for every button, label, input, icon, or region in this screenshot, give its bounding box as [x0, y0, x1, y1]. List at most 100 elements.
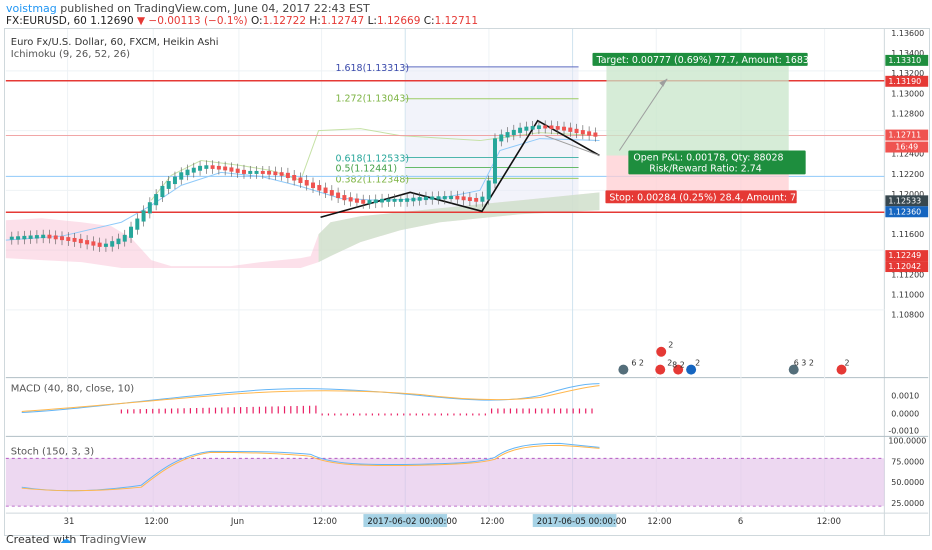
chart-canvas[interactable]: 1.618(1.13313) 1.272(1.13043) 0.618(1.12… [4, 28, 930, 536]
signal-line [21, 385, 600, 412]
candle-body [241, 169, 246, 174]
candle-body [198, 165, 203, 171]
candle-body [135, 218, 140, 230]
price-tags: 1.13310 1.13190 1.12711 16:49 1.12533 1.… [885, 54, 929, 273]
economic-events[interactable]: 6 2 2 2 8 2 2 6 3 2 2 [618, 341, 850, 375]
candle-body [28, 235, 33, 239]
candle-body [304, 180, 309, 186]
event-flag-icon[interactable] [686, 364, 697, 375]
tradingview-brand[interactable]: TradingView [80, 533, 147, 546]
candle-body [524, 126, 529, 131]
macd-axis[interactable]: 0.0010 0.0000 -0.0010 [888, 392, 919, 436]
price-tick: 1.10800 [891, 311, 924, 320]
stop-badge[interactable] [605, 190, 797, 204]
candle-body [499, 134, 504, 142]
candle-body [436, 196, 441, 200]
time-tick: 12:00 [647, 516, 671, 526]
event-flag-icon[interactable] [788, 364, 799, 375]
macd-legend[interactable]: MACD (40, 80, close, 10) [11, 384, 134, 395]
time-tick: 6 [738, 516, 743, 526]
event-count: 8 2 [672, 361, 685, 370]
symbol-label[interactable]: FX:EURUSD, 60 [6, 15, 87, 27]
candle-body [580, 130, 585, 135]
stoch-tick: 75.0000 [891, 457, 924, 466]
target-badge[interactable] [592, 52, 808, 66]
candle-body [141, 210, 146, 222]
ichimoku-legend[interactable]: Ichimoku (9, 26, 52, 26) [11, 49, 130, 60]
tradingview-logo-icon[interactable]: ☁ [60, 533, 71, 546]
price-tag: 1.12249 [888, 251, 921, 260]
event-flag-icon[interactable] [656, 346, 667, 357]
price-tick: 1.11200 [891, 270, 924, 279]
candle-body [298, 177, 303, 184]
price-tag: 1.13190 [888, 77, 921, 86]
event-count: 2 [668, 341, 673, 350]
candle-body [411, 197, 416, 202]
target-zone[interactable] [606, 55, 789, 156]
fib-levels[interactable] [405, 66, 579, 179]
candle-body [505, 132, 510, 138]
candle-body [386, 198, 391, 202]
event-flag-icon[interactable] [655, 364, 666, 375]
event-count: 2 [695, 359, 700, 368]
candle-body [329, 190, 334, 196]
candle-body [72, 237, 77, 242]
price-tick: 1.13400 [891, 49, 924, 58]
time-axis[interactable]: 31 12:00 Jun 12:00 12:00 12:00 6 12:00 2… [64, 514, 841, 528]
stoch-tick: 100.0000 [888, 436, 926, 445]
stoch-legend[interactable]: Stoch (150, 3, 3) [11, 446, 94, 457]
candle-body [361, 199, 366, 204]
candle-body [267, 170, 272, 175]
candle-body [285, 172, 290, 178]
dotted-projection[interactable] [544, 135, 600, 156]
candle-body [474, 197, 479, 202]
pnl-badge[interactable] [628, 150, 806, 175]
candle-body [367, 200, 372, 204]
candle-body [210, 165, 215, 169]
candle-body [380, 198, 385, 203]
stoch-d-line [21, 444, 600, 492]
price-tag: 1.12042 [888, 262, 921, 271]
time-tick: 12:00 [817, 516, 841, 526]
candle-body [147, 202, 152, 214]
candle-body [461, 196, 466, 201]
symbol-legend[interactable]: Euro Fx/U.S. Dollar, 60, FXCM, Heikin As… [11, 37, 219, 48]
candle-body [66, 237, 71, 241]
close2-value: 1.12711 [434, 15, 479, 27]
high-value: 1.12747 [320, 15, 365, 27]
time-tick: 12:00 [144, 516, 168, 526]
candle-body [235, 168, 240, 173]
low-label: L: [367, 15, 377, 27]
candle-body [317, 185, 322, 191]
candle-body [562, 126, 567, 131]
candle-body [166, 181, 171, 189]
event-flag-icon[interactable] [836, 364, 847, 375]
price-tick: 1.12400 [891, 150, 924, 159]
date-tag-bg [363, 514, 448, 528]
date-tag-bg [532, 514, 617, 528]
candle-body [172, 176, 177, 185]
author-link[interactable]: voistmag [6, 2, 57, 15]
stoch-tick: 25.0000 [891, 499, 924, 508]
candle-body [449, 195, 454, 200]
high-label: H: [309, 15, 321, 27]
open-label: O: [250, 15, 263, 27]
projection-arrow[interactable] [618, 78, 668, 151]
macd-tick: 0.0010 [891, 392, 919, 401]
time-tick: 31 [64, 516, 75, 526]
candle-body [373, 199, 378, 204]
arrow-head-icon [659, 78, 668, 87]
event-flag-icon[interactable] [673, 364, 684, 375]
candle-body [536, 125, 541, 130]
fib-zone[interactable] [405, 66, 579, 214]
candle-body [129, 226, 134, 238]
candle-body [423, 196, 428, 201]
stoch-axis[interactable]: 100.0000 75.0000 50.0000 25.0000 [888, 436, 926, 508]
candle-body [430, 196, 435, 200]
candle-body [22, 235, 27, 240]
price-axis[interactable]: 1.136001.134001.132001.130001.128001.126… [891, 29, 924, 320]
candle-body [549, 125, 554, 130]
candle-body [398, 198, 403, 202]
event-flag-icon[interactable] [618, 364, 629, 375]
